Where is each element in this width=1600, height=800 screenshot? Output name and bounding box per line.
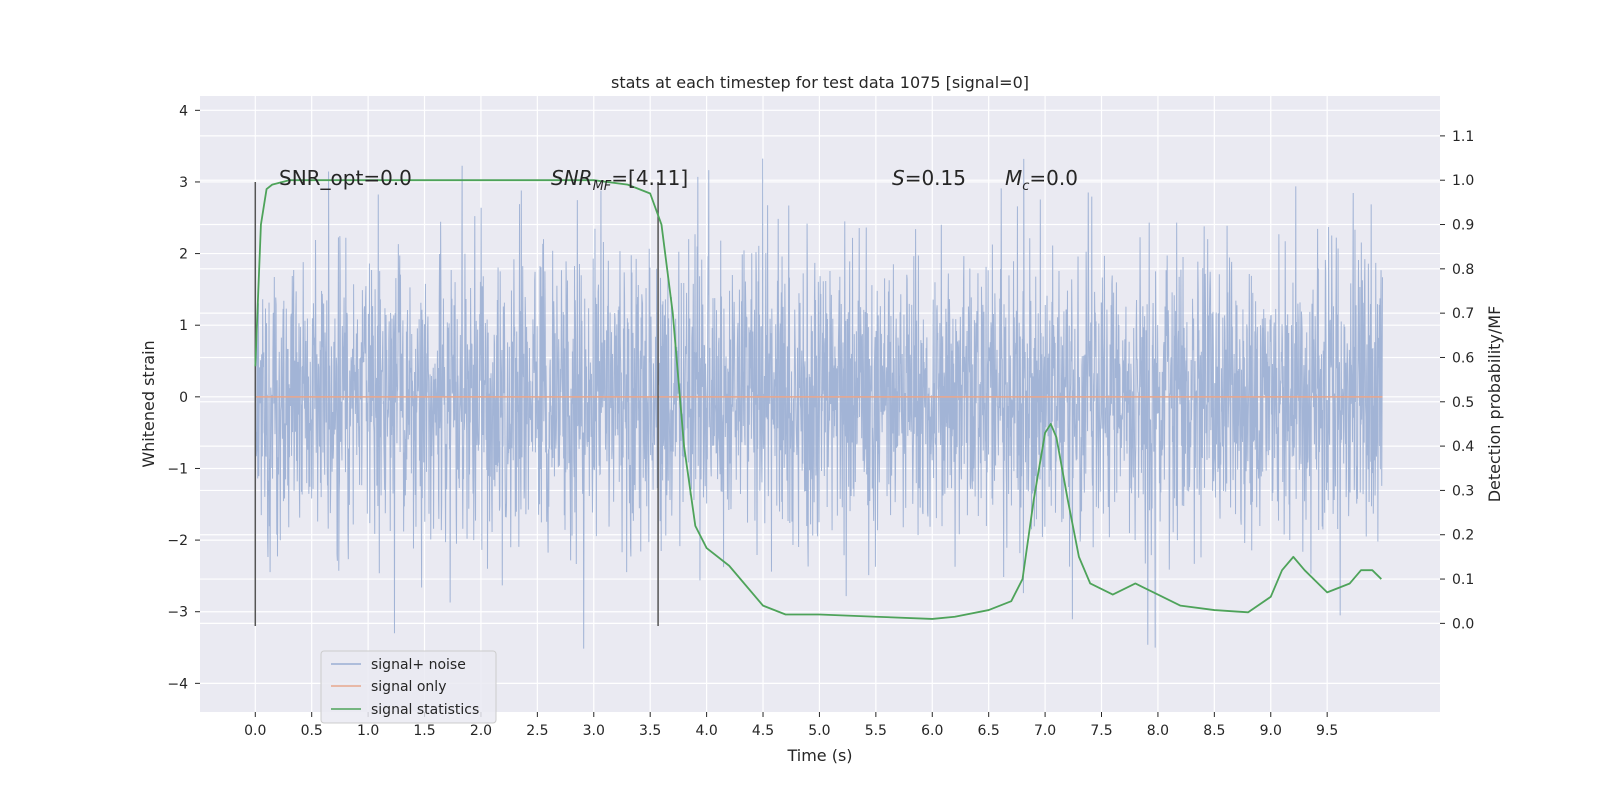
annotation-s-value: =0.15 — [905, 166, 966, 190]
right-y-tick-label: 0.1 — [1452, 572, 1474, 588]
vertical-markers — [254, 181, 659, 627]
annotation-mc-subscript: c — [1022, 179, 1029, 194]
annotation-snr-mf: SNRMF=[4.11] — [551, 166, 688, 194]
right-y-tick-label: 0.2 — [1452, 528, 1474, 544]
left-axis-label: Whitened strain — [139, 340, 158, 467]
annotation-snr-opt: SNR_opt=0.0 — [279, 166, 412, 190]
x-tick-label: 0.5 — [301, 723, 323, 739]
left-y-tick-label: −4 — [167, 676, 188, 692]
x-tick-label: 1.0 — [357, 723, 379, 739]
signal-statistics-series — [254, 179, 1382, 620]
annotation-mc: Mc=0.0 — [1005, 166, 1078, 194]
x-tick-label: 6.0 — [921, 723, 943, 739]
x-axis-label: Time (s) — [786, 746, 852, 765]
annotation-s: S=0.15 — [892, 166, 966, 190]
x-tick-label: 5.5 — [865, 723, 887, 739]
right-y-tick-label: 0.5 — [1452, 395, 1474, 411]
x-tick-label: 1.5 — [413, 723, 435, 739]
x-axis-ticks: 0.0 0.5 1.0 1.5 2.0 2.5 3.0 3.5 4.0 4.5 5.0 5.5 6.0 6… — [244, 712, 1338, 739]
right-y-tick-label: 0.7 — [1452, 306, 1474, 322]
chart-title: stats at each timestep for test data 107… — [611, 73, 1029, 92]
annotation-mc-symbol: M — [1005, 166, 1022, 190]
left-y-tick-label: 2 — [179, 247, 188, 263]
right-y-tick-label: 1.0 — [1452, 173, 1474, 189]
right-y-tick-label: 0.8 — [1452, 262, 1474, 278]
legend-label-signal-statistics: signal statistics — [371, 702, 479, 718]
annotation-snr-mf-symbol: SNR — [551, 166, 593, 190]
x-tick-label: 9.0 — [1260, 723, 1282, 739]
annotations: SNR_opt=0.0 SNRMF=[4.11] S=0.15 Mc=0.0 — [279, 166, 1078, 194]
x-tick-label: 4.0 — [695, 723, 717, 739]
annotation-snr-mf-value: =[4.11] — [611, 166, 688, 190]
x-tick-label: 7.0 — [1034, 723, 1056, 739]
right-axis-label: Detection probability/MF — [1485, 306, 1504, 503]
right-y-tick-label: 1.1 — [1452, 129, 1474, 145]
x-tick-label: 3.5 — [639, 723, 661, 739]
x-tick-label: 0.0 — [244, 723, 266, 739]
left-y-tick-label: 4 — [179, 103, 188, 119]
x-tick-label: 5.0 — [808, 723, 830, 739]
x-tick-label: 7.5 — [1090, 723, 1112, 739]
left-axis-ticks: 4 3 2 1 0 −1 −2 −3 −4 — [167, 103, 200, 692]
x-tick-label: 8.0 — [1147, 723, 1169, 739]
x-tick-label: 2.0 — [470, 723, 492, 739]
right-y-tick-label: 0.6 — [1452, 350, 1474, 366]
left-y-tick-label: 3 — [179, 175, 188, 191]
legend: signal+ noise signal only signal statist… — [320, 650, 497, 724]
annotation-s-symbol: S — [892, 166, 905, 190]
x-tick-label: 2.5 — [526, 723, 548, 739]
left-y-tick-label: −3 — [167, 605, 188, 621]
signal-noise-series — [254, 158, 1383, 649]
legend-label-signal-only: signal only — [371, 679, 446, 695]
right-y-tick-label: 0.0 — [1452, 616, 1474, 632]
left-y-tick-label: −2 — [167, 533, 188, 549]
right-y-tick-label: 0.4 — [1452, 439, 1474, 455]
right-y-tick-label: 0.9 — [1452, 218, 1474, 234]
legend-label-signal-noise: signal+ noise — [371, 657, 466, 673]
signal-statistics-line — [254, 179, 1382, 620]
annotation-mc-value: =0.0 — [1029, 166, 1078, 190]
left-y-tick-label: 0 — [179, 390, 188, 406]
annotation-snr-mf-subscript: MF — [593, 179, 612, 194]
left-y-tick-label: −1 — [167, 461, 188, 477]
signal-noise-line — [254, 158, 1383, 649]
x-tick-label: 9.5 — [1316, 723, 1338, 739]
x-tick-label: 8.5 — [1203, 723, 1225, 739]
right-y-tick-label: 0.3 — [1452, 483, 1474, 499]
x-tick-label: 6.5 — [978, 723, 1000, 739]
legend-box — [320, 650, 497, 724]
x-tick-label: 4.5 — [752, 723, 774, 739]
right-axis-ticks: 1.1 1.0 0.9 0.8 0.7 0.6 0.5 0.4 0.3 0.2 0.1 0.0 — [1440, 129, 1474, 632]
x-tick-label: 3.0 — [583, 723, 605, 739]
left-y-tick-label: 1 — [179, 318, 188, 334]
